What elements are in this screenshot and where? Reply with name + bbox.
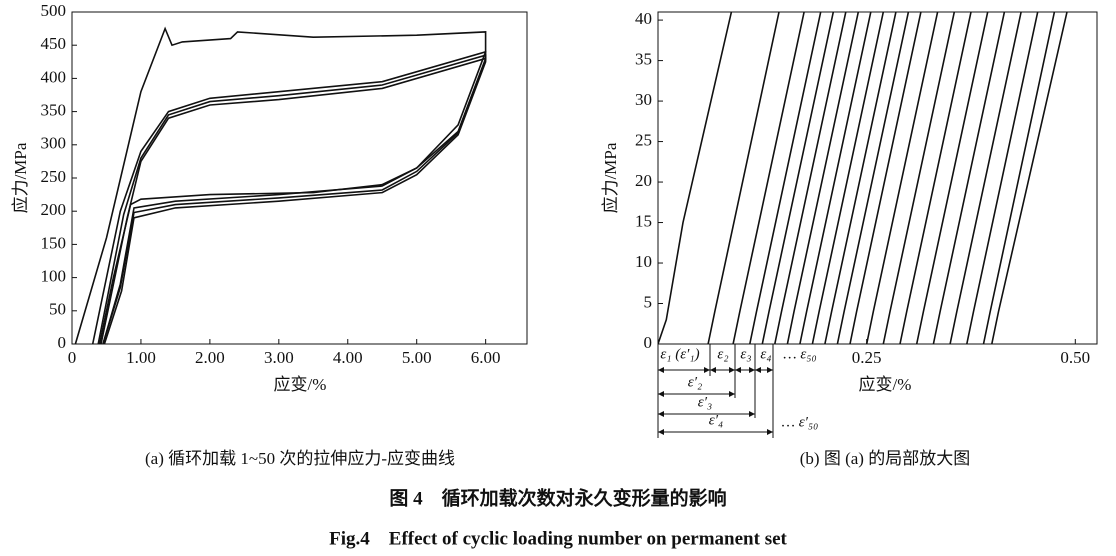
y-tick-label: 350 (41, 101, 67, 120)
curve (774, 12, 847, 344)
x-tick-label: 0.50 (1060, 348, 1090, 367)
x-tick-label: 5.00 (402, 348, 432, 367)
x-tick-label: 0.25 (852, 348, 882, 367)
annotation: ε′₃ (698, 394, 712, 410)
curve (991, 12, 1068, 344)
curve (882, 12, 956, 344)
y-tick-label: 40 (635, 9, 652, 28)
y-tick-label: 0 (644, 333, 653, 352)
annotation: ε₄ (760, 346, 771, 362)
curve (749, 12, 822, 344)
y-tick-label: 250 (41, 167, 67, 186)
annotation: ε₂ (717, 346, 728, 362)
curve (915, 12, 989, 344)
y-tick-label: 5 (644, 292, 653, 311)
y-tick-label: 500 (41, 1, 67, 20)
x-tick-label: 6.00 (471, 348, 501, 367)
annotation: … ε′₅₀ (782, 414, 819, 430)
y-tick-label: 100 (41, 267, 67, 286)
curve (799, 12, 872, 344)
caption: (a) 循环加载 1~50 次的拉伸应力-应变曲线 (145, 449, 455, 468)
plot-frame (71, 11, 528, 345)
curve (824, 12, 897, 344)
figure-title: Fig.4 Effect of cyclic loading number on… (329, 528, 787, 549)
y-axis-label: 应力/MPa (601, 142, 620, 213)
x-tick-label: 4.00 (333, 348, 363, 367)
curve (100, 57, 487, 344)
curve (811, 12, 885, 344)
y-tick-label: 0 (58, 333, 67, 352)
y-tick-label: 200 (41, 200, 67, 219)
y-tick-label: 50 (49, 300, 66, 319)
annotation: … ε₅₀ (783, 346, 816, 362)
x-tick-label: 0 (68, 348, 77, 367)
curve (982, 12, 1056, 344)
y-tick-label: 10 (635, 252, 652, 271)
y-tick-label: 25 (635, 130, 652, 149)
curve (732, 12, 805, 344)
y-tick-label: 20 (635, 171, 652, 190)
y-tick-label: 15 (635, 211, 652, 230)
curve (949, 12, 1022, 344)
x-tick-label: 2.00 (195, 348, 225, 367)
curve (966, 12, 1039, 344)
curve (836, 12, 910, 344)
y-axis-label: 应力/MPa (11, 142, 30, 213)
y-tick-label: 300 (41, 134, 67, 153)
annotation: ε₃ (740, 346, 751, 362)
epsilon-dimensions (657, 344, 774, 438)
annotation: ε′₂ (688, 374, 702, 390)
curve (658, 12, 733, 344)
curve (761, 12, 835, 344)
x-tick-label: 3.00 (264, 348, 294, 367)
curve (707, 12, 780, 344)
y-tick-label: 450 (41, 34, 67, 53)
curve (786, 12, 860, 344)
plot-frame (657, 11, 1098, 345)
curve (899, 12, 972, 344)
y-tick-label: 150 (41, 233, 67, 252)
x-axis-label: 应变/% (859, 375, 912, 394)
curve (932, 12, 1006, 344)
curve (849, 12, 922, 344)
x-tick-label: 1.00 (126, 348, 156, 367)
x-axis-label: 应变/% (274, 375, 327, 394)
figure-title: 图 4 循环加载次数对永久变形量的影响 (389, 486, 726, 509)
y-tick-label: 35 (635, 49, 652, 68)
annotation: ε′₄ (709, 412, 723, 428)
annotation: ε₁ (ε′₁) (660, 346, 699, 362)
curve (74, 26, 487, 344)
y-tick-label: 30 (635, 90, 652, 109)
curve (865, 12, 939, 344)
y-tick-label: 400 (41, 67, 67, 86)
caption: (b) 图 (a) 的局部放大图 (800, 449, 970, 468)
